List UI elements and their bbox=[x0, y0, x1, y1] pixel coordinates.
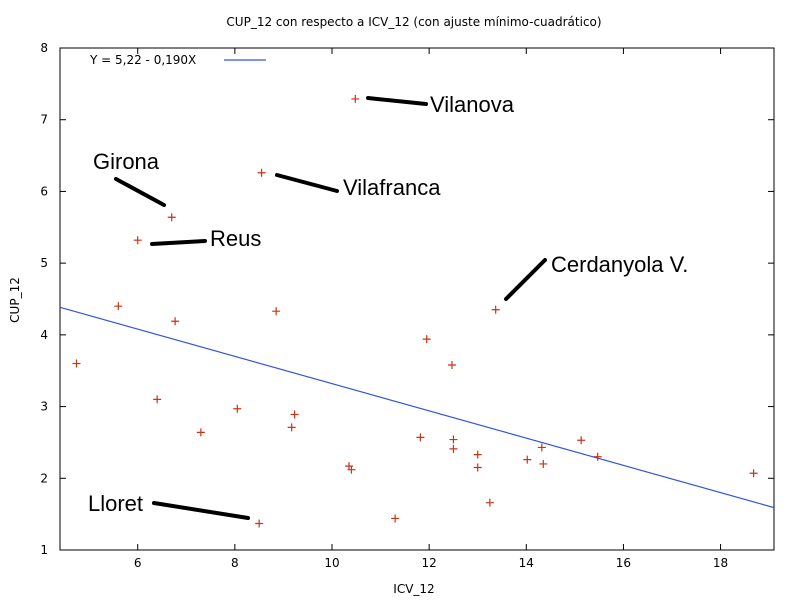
data-point bbox=[485, 498, 494, 507]
data-point bbox=[447, 360, 456, 369]
data-point bbox=[347, 465, 356, 474]
y-tick-label: 4 bbox=[40, 328, 48, 342]
y-tick-label: 2 bbox=[40, 471, 48, 485]
data-point bbox=[539, 459, 548, 468]
x-tick-label: 12 bbox=[422, 556, 437, 570]
annotation-pointer bbox=[504, 258, 547, 301]
x-tick-label: 6 bbox=[134, 556, 142, 570]
annotation-label: Lloret bbox=[88, 491, 143, 516]
annotation-label: Reus bbox=[210, 226, 261, 251]
legend: Y = 5,22 - 0,190X bbox=[89, 53, 266, 67]
data-point bbox=[233, 404, 242, 413]
x-tick-label: 14 bbox=[519, 556, 534, 570]
annotation-pointer bbox=[275, 173, 339, 193]
points-layer bbox=[72, 94, 758, 528]
annotation-label: Vilanova bbox=[430, 92, 515, 117]
y-tick-label: 5 bbox=[40, 256, 48, 270]
annotation-pointer bbox=[366, 96, 428, 106]
legend-fit-label: Y = 5,22 - 0,190X bbox=[89, 53, 196, 67]
data-point bbox=[351, 94, 360, 103]
data-point bbox=[290, 410, 299, 419]
data-point bbox=[133, 236, 142, 245]
data-point bbox=[255, 519, 264, 528]
data-point bbox=[257, 168, 266, 177]
x-tick-label: 16 bbox=[616, 556, 631, 570]
annotation-label: Cerdanyola V. bbox=[551, 252, 688, 277]
data-point bbox=[272, 307, 281, 316]
plot-frame bbox=[59, 47, 775, 551]
data-point bbox=[523, 455, 532, 464]
y-tick-label: 7 bbox=[40, 113, 48, 127]
data-point bbox=[577, 436, 586, 445]
x-tick-label: 18 bbox=[713, 556, 728, 570]
data-point bbox=[167, 213, 176, 222]
data-point bbox=[72, 359, 81, 368]
data-point bbox=[537, 443, 546, 452]
x-tick-label: 10 bbox=[324, 556, 339, 570]
annotation-label: Vilafranca bbox=[343, 175, 441, 200]
annotation-pointer bbox=[150, 239, 207, 246]
annotation-pointer bbox=[152, 501, 250, 520]
data-point bbox=[196, 428, 205, 437]
data-point bbox=[449, 444, 458, 453]
y-tick-label: 1 bbox=[40, 543, 48, 557]
data-point bbox=[473, 450, 482, 459]
y-tick-label: 8 bbox=[40, 41, 48, 55]
annotations-layer: Vilanova Vilafranca Girona Reus Cerdanyola V… bbox=[88, 92, 688, 520]
y-tick-label: 3 bbox=[40, 400, 48, 414]
data-point bbox=[153, 395, 162, 404]
fit-line-layer bbox=[59, 306, 775, 509]
data-point bbox=[416, 433, 425, 442]
fit-line bbox=[59, 306, 775, 509]
data-point bbox=[491, 305, 500, 314]
data-point bbox=[114, 302, 123, 311]
annotation-pointer bbox=[114, 177, 166, 207]
chart-title: CUP_12 con respecto a ICV_12 (con ajuste… bbox=[226, 15, 601, 29]
x-axis-label: ICV_12 bbox=[393, 582, 434, 596]
x-tick-label: 8 bbox=[231, 556, 239, 570]
data-point bbox=[287, 423, 296, 432]
data-point bbox=[593, 452, 602, 461]
data-point bbox=[171, 317, 180, 326]
y-axis-label: CUP_12 bbox=[8, 277, 22, 323]
data-point bbox=[449, 435, 458, 444]
data-point bbox=[422, 335, 431, 344]
data-point bbox=[473, 463, 482, 472]
y-tick-label: 6 bbox=[40, 184, 48, 198]
data-point bbox=[749, 469, 758, 478]
data-point bbox=[391, 514, 400, 523]
annotation-label: Girona bbox=[93, 149, 160, 174]
